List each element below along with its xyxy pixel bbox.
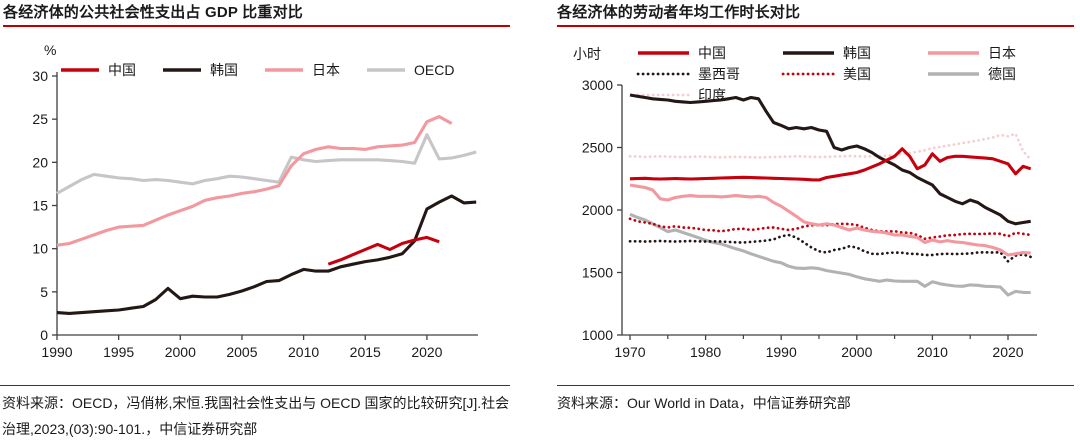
y-tick-label: 3000 [582, 77, 613, 93]
series-line-美国 [628, 217, 1033, 241]
x-tick-label: 1990 [766, 344, 797, 360]
y-tick-label: 1000 [582, 327, 613, 343]
legend-item-印度: 印度 [635, 84, 780, 105]
left-chart-plot: 0 5 10 15 20 25 30 1990 1995 2000 2005 2010 2015 2020 [32, 68, 478, 360]
left-source-text: 资料来源：OECD，冯俏彬,宋恒.我国社会性支出与 OECD 国家的比较研究[J… [2, 395, 510, 437]
x-tick-label: 1990 [41, 344, 72, 360]
x-tick-label: 2010 [917, 344, 948, 360]
legend-item-日本: 日本 [262, 59, 340, 80]
legend-item-韩国: 韩国 [160, 59, 238, 80]
legend-label: OECD [414, 61, 455, 78]
series-line-印度 [628, 132, 1033, 161]
legend-item-OECD: OECD [364, 59, 454, 80]
x-tick-label: 2010 [288, 344, 319, 360]
right-chart-panel: 各经济体的劳动者年均工作时长对比 小时 中国 韩国 日本墨西哥 美国 德国印度 1000… [540, 0, 1080, 440]
legend-label: 韩国 [843, 44, 871, 61]
legend-swatch-line [163, 67, 201, 72]
x-tick-label: 1980 [690, 344, 721, 360]
y-tick-label: 0 [40, 327, 48, 343]
series-line-墨西哥 [628, 233, 1033, 264]
right-chart-plot: 1000 1500 2000 2500 3000 1970 1980 1990 2000 2010… [582, 77, 1037, 360]
legend-label: 印度 [698, 86, 726, 103]
legend-label: 中国 [698, 44, 726, 61]
x-tick-label: 2015 [350, 344, 381, 360]
legend-item-墨西哥: 墨西哥 [635, 63, 780, 84]
legend-label: 韩国 [210, 61, 238, 78]
legend-swatch-line [928, 50, 979, 55]
legend-label: 德国 [988, 65, 1016, 82]
series-line-日本 [629, 183, 1031, 257]
legend-swatch-line [61, 67, 99, 72]
legend-label: 美国 [843, 65, 871, 82]
left-y-axis-unit-label: % [44, 42, 57, 58]
legend-swatch-line [781, 72, 836, 75]
series-line-日本 [56, 115, 453, 247]
legend-swatch-line [636, 93, 691, 96]
left-chart-legend: 中国 韩国 日本 OECD [58, 59, 454, 80]
y-tick-label: 10 [32, 241, 48, 257]
right-source-text: 资料来源：Our World in Data，中信证券研究部 [557, 395, 851, 411]
right-source-divider [557, 385, 1074, 386]
y-tick-label: 15 [32, 198, 48, 214]
x-tick-label: 2005 [226, 344, 257, 360]
legend-swatch-line [636, 72, 691, 75]
right-chart-legend: 中国 韩国 日本墨西哥 美国 德国印度 [635, 42, 1070, 105]
series-line-OECD [56, 133, 477, 195]
legend-swatch-line [265, 67, 303, 72]
legend-swatch-line [367, 67, 405, 72]
x-tick-label: 1970 [614, 344, 645, 360]
legend-swatch-line [638, 50, 689, 55]
y-tick-label: 2500 [582, 140, 613, 156]
y-tick-label: 30 [32, 68, 48, 84]
legend-label: 日本 [312, 61, 340, 78]
left-chart-panel: 各经济体的公共社会性支出占 GDP 比重对比 % 中国 韩国 日本 OECD 0 5 10… [0, 2, 510, 437]
series-line-中国 [327, 235, 440, 266]
series-line-德国 [629, 212, 1031, 297]
legend-swatch-line [928, 71, 979, 76]
x-tick-label: 2020 [992, 344, 1023, 360]
series-line-中国 [629, 147, 1032, 182]
legend-item-德国: 德国 [925, 63, 1070, 84]
legend-item-韩国: 韩国 [780, 42, 925, 63]
x-tick-label: 2000 [841, 344, 872, 360]
legend-item-中国: 中国 [58, 59, 136, 80]
legend-label: 中国 [108, 61, 136, 78]
legend-item-中国: 中国 [635, 42, 780, 63]
legend-label: 墨西哥 [698, 65, 740, 82]
legend-swatch-line [783, 50, 834, 55]
series-line-韩国 [629, 93, 1031, 226]
left-source-divider [0, 385, 510, 386]
legend-item-日本: 日本 [925, 42, 1070, 63]
y-tick-label: 5 [40, 284, 48, 300]
right-y-axis-unit-label: 小时 [573, 46, 601, 62]
legend-item-美国: 美国 [780, 63, 925, 84]
legend-label: 日本 [988, 44, 1016, 61]
right-chart-title: 各经济体的劳动者年均工作时长对比 [557, 2, 1074, 27]
y-tick-label: 20 [32, 154, 48, 170]
series-line-韩国 [56, 194, 477, 315]
y-tick-label: 25 [32, 111, 48, 127]
y-tick-label: 2000 [582, 202, 613, 218]
x-tick-label: 1995 [103, 344, 134, 360]
left-chart-title: 各经济体的公共社会性支出占 GDP 比重对比 [3, 2, 510, 27]
x-tick-label: 2020 [411, 344, 442, 360]
x-tick-label: 2000 [165, 344, 196, 360]
y-tick-label: 1500 [582, 265, 613, 281]
